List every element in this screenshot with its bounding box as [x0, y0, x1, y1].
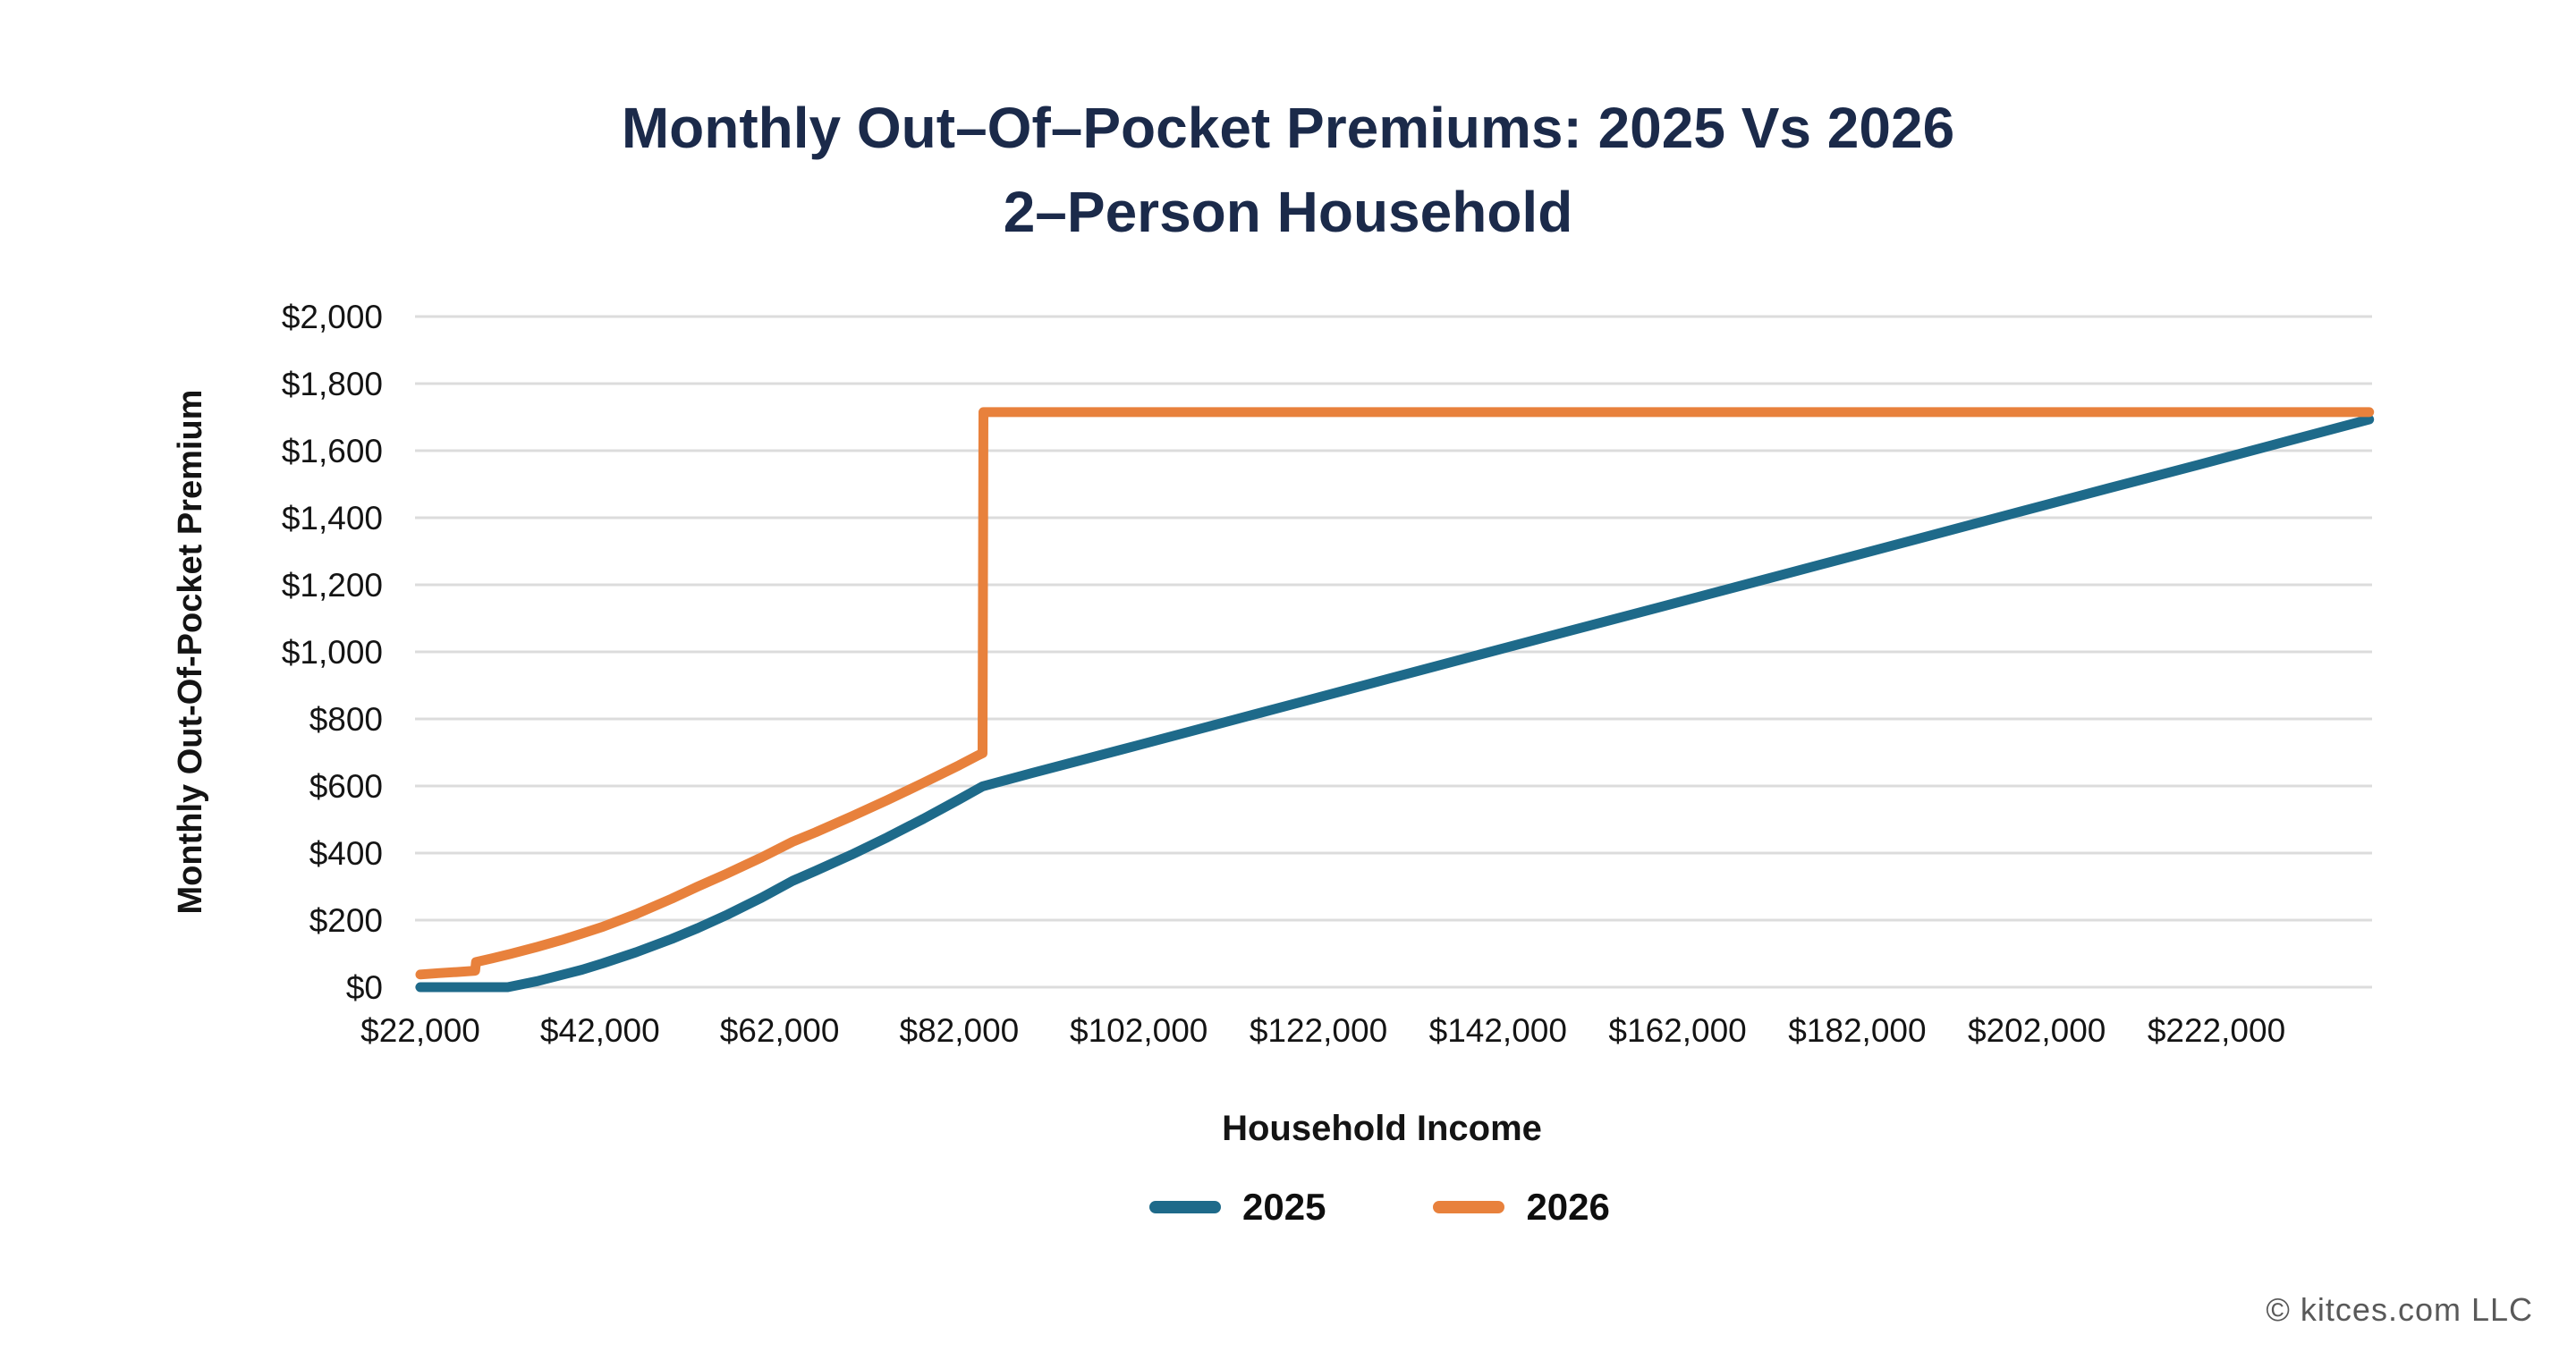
y-tick-label: $0 [346, 969, 383, 1006]
legend-swatch-2026 [1433, 1201, 1505, 1213]
legend-label-2025: 2025 [1242, 1186, 1326, 1228]
x-tick-label: $102,000 [1070, 1012, 1208, 1049]
y-tick-label: $600 [309, 768, 383, 805]
x-tick-label: $142,000 [1429, 1012, 1567, 1049]
chart-title-line1: Monthly Out–Of–Pocket Premiums: 2025 Vs … [621, 96, 1955, 160]
x-tick-label: $42,000 [540, 1012, 660, 1049]
x-tick-label: $202,000 [1968, 1012, 2106, 1049]
y-tick-label: $2,000 [282, 299, 383, 335]
copyright-notice: © kitces.com LLC [2266, 1291, 2533, 1328]
legend-label-2026: 2026 [1526, 1186, 1610, 1228]
y-tick-label: $800 [309, 701, 383, 738]
y-tick-label: $200 [309, 902, 383, 939]
y-tick-label: $1,800 [282, 366, 383, 402]
legend-item-2026: 2026 [1433, 1186, 1610, 1229]
chart-title: Monthly Out–Of–Pocket Premiums: 2025 Vs … [0, 86, 2576, 254]
y-tick-label: $1,000 [282, 634, 383, 671]
y-tick-label: $1,600 [282, 433, 383, 469]
x-tick-label: $182,000 [1788, 1012, 1926, 1049]
x-axis-title: Household Income [1222, 1109, 1542, 1148]
chart-title-line2: 2–Person Household [1003, 180, 1573, 244]
x-tick-label: $82,000 [900, 1012, 1020, 1049]
y-tick-label: $400 [309, 835, 383, 872]
series-line-2026 [415, 407, 2375, 980]
legend-swatch-2025 [1149, 1201, 1221, 1213]
y-tick-label: $1,400 [282, 500, 383, 537]
x-tick-label: $122,000 [1250, 1012, 1387, 1049]
series-line-2025 [415, 414, 2375, 993]
x-tick-label: $62,000 [720, 1012, 840, 1049]
chart-legend: 2025 2026 [1149, 1186, 1610, 1229]
x-tick-label: $162,000 [1608, 1012, 1746, 1049]
y-axis-title: Monthly Out-Of-Pocket Premium [172, 389, 209, 915]
x-tick-label: $22,000 [360, 1012, 480, 1049]
y-tick-label: $1,200 [282, 567, 383, 604]
legend-item-2025: 2025 [1149, 1186, 1326, 1229]
x-tick-label: $222,000 [2148, 1012, 2285, 1049]
